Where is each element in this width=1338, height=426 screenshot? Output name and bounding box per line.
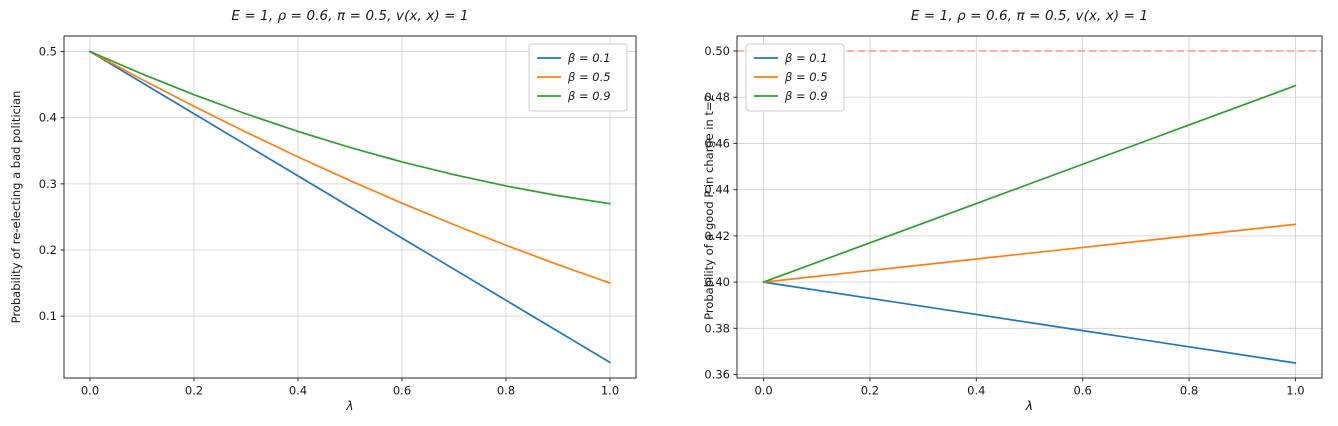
legend: β = 0.1 β = 0.5 β = 0.9 [745, 43, 845, 112]
y-tick-label: 0.46 [704, 136, 730, 150]
series-line [762, 84, 1297, 283]
series-line [89, 50, 611, 205]
axes-frame [63, 35, 637, 379]
right-chart-title: E = 1, ρ = 0.6, π = 0.5, v(x, x) = 1 [910, 8, 1149, 24]
left-chart-title: E = 1, ρ = 0.6, π = 0.5, v(x, x) = 1 [231, 8, 469, 24]
legend: β = 0.1 β = 0.5 β = 0.9 [528, 43, 628, 112]
series-line [89, 50, 611, 364]
axes-frame [736, 35, 1323, 379]
tick-labels: 0.0 0.2 0.4 0.6 0.8 1.0 0.1 0.2 0.3 0.4 0.5 [39, 45, 619, 398]
legend-label: β = 0.9 [567, 89, 611, 103]
legend-label: β = 0.5 [784, 70, 828, 84]
left-x-axis-label: λ [346, 398, 354, 413]
right-x-axis-label: λ [1025, 398, 1034, 413]
right-plot-area: 0.0 0.2 0.4 0.6 0.8 1.0 0.36 0.38 0.40 0.42 0.44 0.… [704, 35, 1323, 398]
y-tick-label: 0.5 [39, 45, 57, 59]
x-tick-label: 0.0 [81, 384, 99, 398]
y-tick-label: 0.44 [704, 183, 730, 197]
x-tick-label: 0.4 [289, 384, 307, 398]
x-tick-label: 1.0 [601, 384, 619, 398]
y-tick-label: 0.2 [39, 243, 57, 257]
y-tick-label: 0.3 [39, 177, 57, 191]
legend-label: β = 0.5 [567, 70, 611, 84]
legend-label: β = 0.1 [784, 51, 828, 65]
legend-label: β = 0.9 [784, 89, 828, 103]
x-tick-label: 1.0 [1286, 384, 1304, 398]
y-tick-label: 0.42 [704, 229, 730, 243]
right-chart: E = 1, ρ = 0.6, π = 0.5, v(x, x) = 1 Pro… [669, 0, 1338, 426]
series-line [89, 50, 611, 284]
tick-labels: 0.0 0.2 0.4 0.6 0.8 1.0 0.36 0.38 0.40 0.42 0.44 0.… [704, 44, 1304, 397]
y-tick-label: 0.40 [704, 275, 730, 289]
y-tick-label: 0.4 [39, 111, 57, 125]
x-tick-label: 0.0 [754, 384, 772, 398]
x-tick-label: 0.8 [497, 384, 515, 398]
grid-lines [737, 36, 1322, 378]
legend-label: β = 0.1 [567, 51, 611, 65]
series-line [762, 223, 1297, 283]
y-tick-label: 0.1 [39, 309, 57, 323]
y-tick-label: 0.48 [704, 90, 730, 104]
series-line [762, 281, 1297, 364]
x-tick-label: 0.2 [861, 384, 879, 398]
y-tick-label: 0.38 [704, 321, 730, 335]
x-tick-label: 0.2 [185, 384, 203, 398]
left-chart: E = 1, ρ = 0.6, π = 0.5, v(x, x) = 1 Pro… [9, 8, 637, 413]
y-tick-label: 0.50 [704, 44, 730, 58]
x-tick-label: 0.6 [393, 384, 411, 398]
x-tick-label: 0.6 [1074, 384, 1092, 398]
left-plot-area: 0.0 0.2 0.4 0.6 0.8 1.0 0.1 0.2 0.3 0.4 0.5 β = 0.1… [39, 35, 637, 398]
x-tick-label: 0.8 [1180, 384, 1198, 398]
x-tick-label: 0.4 [967, 384, 985, 398]
y-tick-label: 0.36 [704, 368, 730, 382]
